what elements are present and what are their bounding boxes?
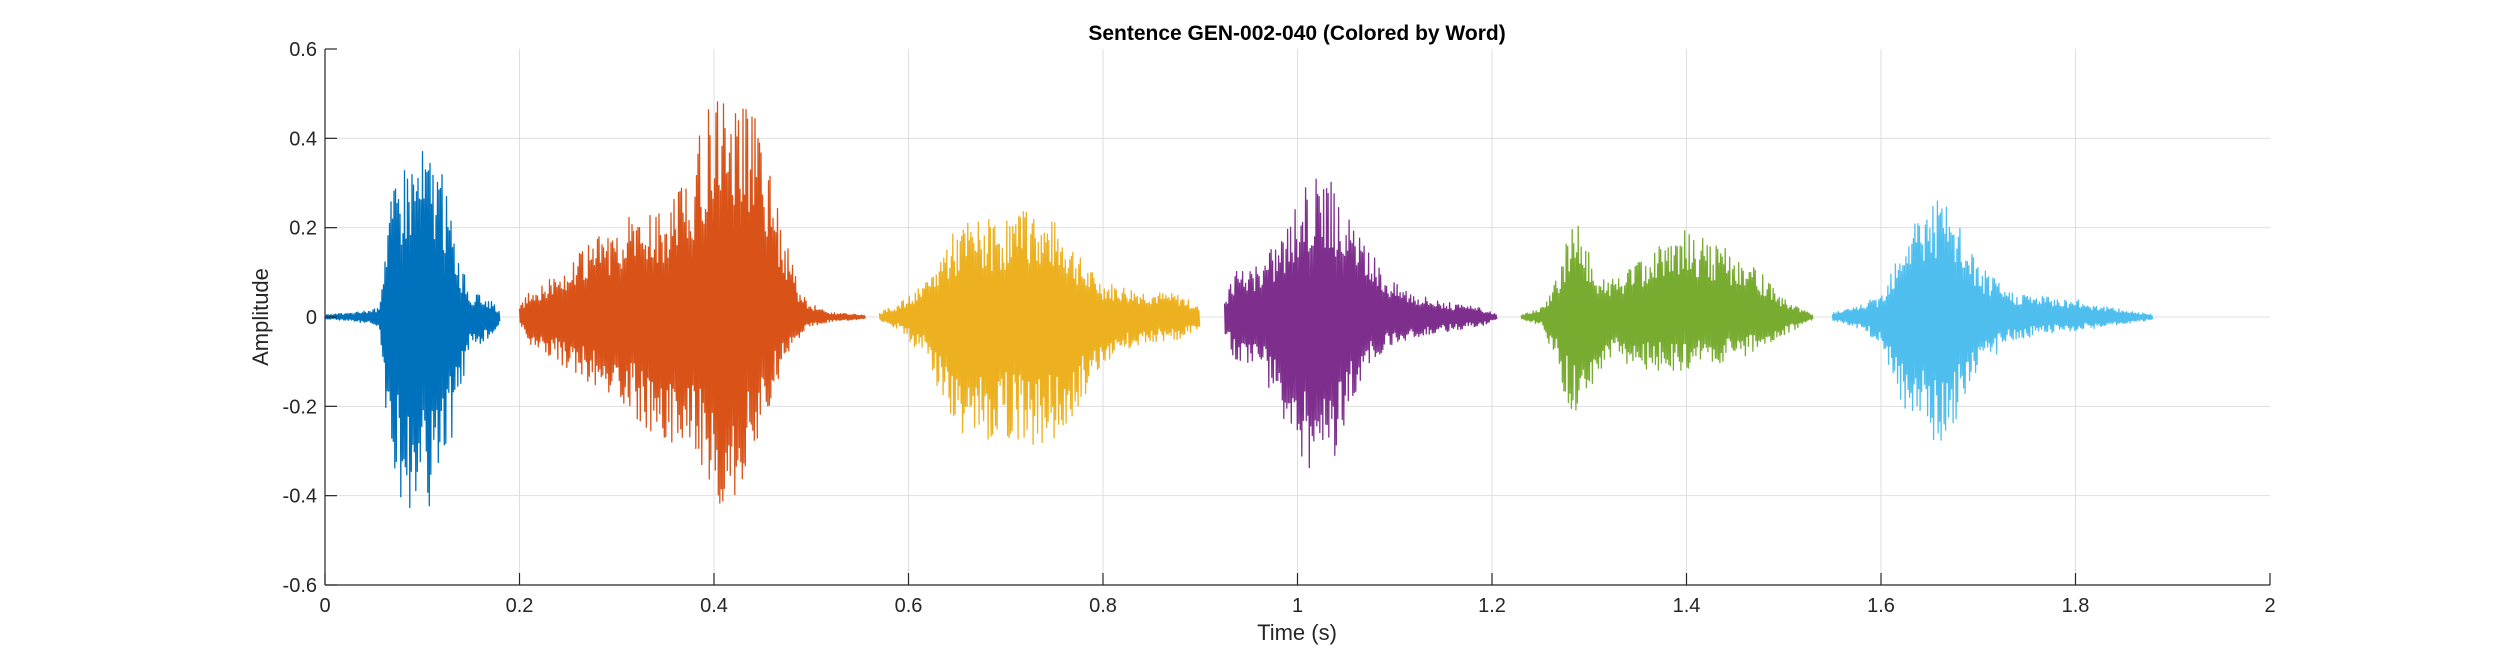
waveform-word-6 — [1831, 200, 2154, 441]
waveform-word-2 — [518, 101, 866, 504]
y-tick-label: -0.6 — [283, 575, 317, 597]
y-tick-label: -0.4 — [283, 486, 317, 508]
waveform-word-1 — [324, 150, 501, 509]
y-tick-label: 0.2 — [289, 218, 317, 240]
x-tick-label: 1.2 — [1478, 595, 1506, 617]
axes — [324, 48, 2271, 586]
x-tick-label: 0 — [319, 595, 330, 617]
waveform-word-5 — [1520, 225, 1814, 411]
x-tick-label: 1.8 — [2062, 595, 2090, 617]
waveform-word-3 — [878, 211, 1201, 446]
x-tick-label: 1.6 — [1867, 595, 1895, 617]
x-tick-label: 0.4 — [700, 595, 728, 617]
x-tick-label: 1 — [1292, 595, 1303, 617]
y-tick-label: 0.6 — [289, 39, 317, 61]
tick-labels: 0 0.2 0.4 0.6 0.8 1 1.2 1.4 1.6 1.8 2 -0.6 -0.4 -0.2 0… — [283, 39, 2276, 617]
x-tick-label: 0.8 — [1089, 595, 1117, 617]
y-tick-label: -0.2 — [283, 396, 317, 418]
x-axis-title: Time (s) — [1257, 620, 1337, 645]
chart-title: Sentence GEN-002-040 (Colored by Word) — [1088, 22, 1505, 45]
waveform-word-4 — [1223, 178, 1498, 469]
y-axis-title: Amplitude — [248, 268, 273, 366]
x-tick-label: 0.6 — [895, 595, 923, 617]
waveform-series — [324, 101, 2154, 509]
x-tick-label: 0.2 — [506, 595, 534, 617]
y-tick-label: 0.4 — [289, 128, 317, 150]
x-tick-label: 1.4 — [1673, 595, 1701, 617]
y-tick-label: 0 — [306, 307, 317, 329]
x-tick-label: 2 — [2264, 595, 2275, 617]
